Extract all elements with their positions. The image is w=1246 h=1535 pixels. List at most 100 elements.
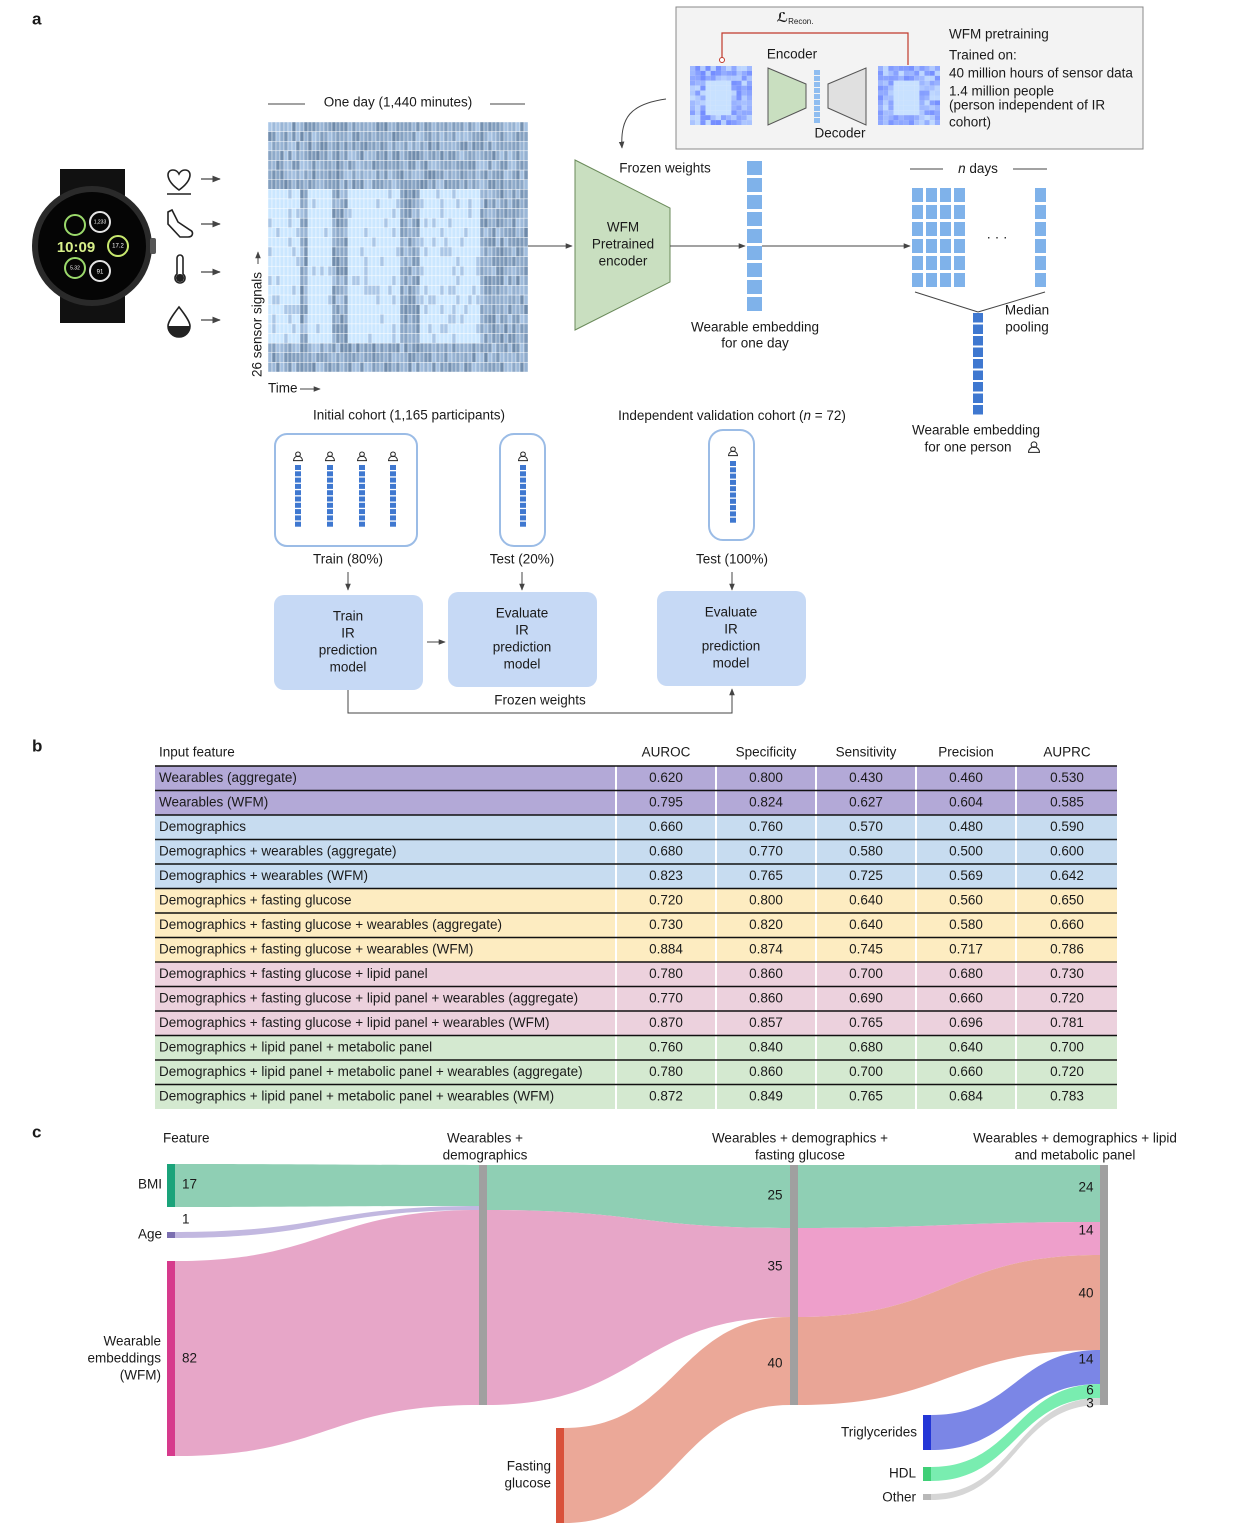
table-cell-text: 0.872 <box>649 1089 683 1104</box>
embedding-block <box>747 178 762 192</box>
mini-heatmap-cell <box>914 110 920 116</box>
mini-heatmap-cell <box>736 85 742 91</box>
heatmap-cell <box>471 246 477 257</box>
heatmap-cell <box>523 160 529 171</box>
heatmap-cell <box>483 285 489 296</box>
heatmap-cell <box>343 285 349 296</box>
heatmap-cell <box>371 294 377 305</box>
heatmap-cell <box>511 227 517 238</box>
heatmap-cell <box>435 141 441 152</box>
person-embedding-block <box>359 502 365 508</box>
heatmap-cell <box>499 246 505 257</box>
heatmap-cell <box>307 141 313 152</box>
heatmap-cell <box>399 121 405 132</box>
heatmap-cell <box>383 160 389 171</box>
heatmap-cell <box>463 294 469 305</box>
heatmap-cell <box>347 266 353 277</box>
heatmap-cell <box>307 179 313 190</box>
table-cell-text: Demographics + fasting glucose + wearabl… <box>159 917 502 932</box>
heatmap-cell <box>519 266 525 277</box>
heatmap-cell <box>331 237 337 248</box>
heatmap-cell <box>523 323 529 334</box>
heatmap-cell <box>515 189 521 200</box>
encoder-shape <box>767 67 807 126</box>
table-cell <box>817 913 915 938</box>
heatmap-cell <box>299 227 305 238</box>
heatmap-cell <box>331 227 337 238</box>
heatmap-cell <box>435 121 441 132</box>
heatmap-cell <box>355 141 361 152</box>
heatmap-cell <box>403 208 409 219</box>
table-cell <box>817 790 915 815</box>
mini-heatmap-cell <box>893 110 899 116</box>
embedding-block <box>926 188 937 202</box>
heatmap-cell <box>271 208 277 219</box>
heatmap-cell <box>419 208 425 219</box>
heatmap-cell <box>427 342 433 353</box>
heatmap-cell <box>459 160 465 171</box>
heatmap-cell <box>435 217 441 228</box>
heatmap-cell <box>471 160 477 171</box>
heatmap-cell <box>295 294 301 305</box>
heatmap-cell <box>279 208 285 219</box>
mini-heatmap-cell <box>695 80 701 86</box>
table-cell-text: 0.480 <box>949 819 983 834</box>
heatmap-cell <box>367 352 373 363</box>
heatmap-cell <box>327 323 333 334</box>
heatmap-cell <box>451 237 457 248</box>
heatmap-cell <box>451 323 457 334</box>
heatmap-cell <box>363 237 369 248</box>
heatmap-cell <box>287 169 293 180</box>
person-embedding-block <box>327 483 333 489</box>
heatmap-cell <box>447 304 453 315</box>
heatmap-cell <box>311 314 317 325</box>
heatmap-cell <box>291 189 297 200</box>
person-embedding-block <box>520 471 526 477</box>
heatmap-cell <box>391 362 397 373</box>
heatmap-cell <box>299 342 305 353</box>
sankey-node <box>790 1165 798 1405</box>
heatmap-cell <box>379 169 385 180</box>
heatmap-cell <box>355 342 361 353</box>
heatmap-cell <box>347 246 353 257</box>
heatmap-cell <box>375 246 381 257</box>
heatmap-cell <box>423 150 429 161</box>
heatmap-cell <box>495 169 501 180</box>
heatmap-cell <box>355 217 361 228</box>
heatmap-cell <box>447 131 453 142</box>
heatmap-cell <box>451 266 457 277</box>
person-embedding-block <box>327 465 333 470</box>
heatmap-cell <box>295 227 301 238</box>
mini-heatmap-cell <box>909 85 915 91</box>
heatmap-cell <box>335 160 341 171</box>
heatmap-cell <box>395 217 401 228</box>
heatmap-cell <box>311 227 317 238</box>
heatmap-cell <box>399 333 405 344</box>
heatmap-cell <box>427 141 433 152</box>
label: and metabolic panel <box>1015 1148 1136 1163</box>
heatmap-cell <box>335 256 341 267</box>
heatmap-cell <box>435 333 441 344</box>
heatmap-cell <box>415 208 421 219</box>
sankey-node <box>556 1428 564 1523</box>
mini-heatmap-cell <box>919 115 925 121</box>
embedding-block <box>747 297 762 311</box>
heatmap-cell <box>499 131 505 142</box>
mini-heatmap-cell <box>934 70 940 76</box>
heatmap-cell <box>327 352 333 363</box>
heatmap-cell <box>319 285 325 296</box>
flow-value: 40 <box>1078 1286 1093 1301</box>
heatmap-cell <box>459 256 465 267</box>
mini-heatmap-cell <box>710 95 716 101</box>
heatmap-cell <box>459 314 465 325</box>
n-italic: n <box>803 408 811 423</box>
heatmap-cell <box>267 141 273 152</box>
mini-heatmap-cell <box>695 115 701 121</box>
heatmap-cell <box>427 237 433 248</box>
heatmap-cell <box>291 314 297 325</box>
heatmap-cell <box>491 179 497 190</box>
heatmap-cell <box>291 121 297 132</box>
heatmap-cell <box>391 150 397 161</box>
heatmap-cell <box>367 160 373 171</box>
heatmap-cell <box>271 150 277 161</box>
